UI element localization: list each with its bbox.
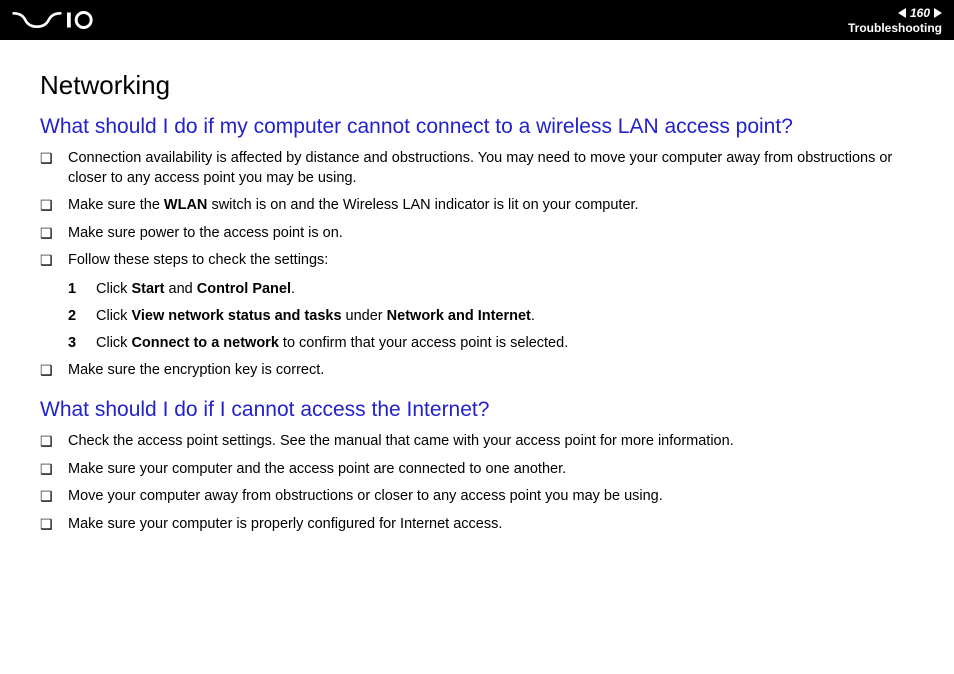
page-number: 160 [910,6,930,20]
header-bar: 160 Troubleshooting [0,0,954,40]
text: Click [96,308,131,324]
next-page-arrow-icon[interactable] [934,8,942,18]
text: to confirm that your access point is sel… [279,335,568,351]
bold-text: Network and Internet [387,308,531,324]
bold-text: WLAN [164,197,208,213]
steps-list: Click Start and Control Panel. Click Vie… [40,279,914,354]
question-1-heading: What should I do if my computer cannot c… [40,115,914,139]
list-item: Check the access point settings. See the… [40,432,914,452]
question-1-list-cont: Make sure the encryption key is correct. [40,361,914,381]
vaio-logo [12,11,112,29]
list-item: Make sure the encryption key is correct. [40,361,914,381]
vaio-logo-svg [12,11,112,29]
page-nav: 160 [898,6,942,20]
list-item: Connection availability is affected by d… [40,149,914,188]
text: switch is on and the Wireless LAN indica… [207,197,638,213]
question-2-heading: What should I do if I cannot access the … [40,398,914,422]
step-item: Click View network status and tasks unde… [68,306,914,326]
text: . [531,308,535,324]
list-item: Make sure your computer and the access p… [40,460,914,480]
bold-text: Connect to a network [131,335,278,351]
text: under [342,308,387,324]
step-item: Click Connect to a network to confirm th… [68,333,914,353]
section-label: Troubleshooting [848,21,942,35]
bold-text: View network status and tasks [131,308,341,324]
step-item: Click Start and Control Panel. [68,279,914,299]
header-nav: 160 Troubleshooting [848,6,942,35]
list-item: Make sure your computer is properly conf… [40,515,914,535]
bold-text: Control Panel [197,281,291,297]
page-content: Networking What should I do if my comput… [0,40,954,563]
bold-text: Start [131,281,164,297]
prev-page-arrow-icon[interactable] [898,8,906,18]
text: . [291,281,295,297]
list-item: Make sure the WLAN switch is on and the … [40,196,914,216]
text: Click [96,335,131,351]
text: Click [96,281,131,297]
text: and [165,281,197,297]
list-item: Make sure power to the access point is o… [40,224,914,244]
question-1-list: Connection availability is affected by d… [40,149,914,271]
list-item: Move your computer away from obstruction… [40,487,914,507]
question-2-list: Check the access point settings. See the… [40,432,914,534]
list-item: Follow these steps to check the settings… [40,251,914,271]
text: Make sure the [68,197,164,213]
page-title: Networking [40,70,914,101]
